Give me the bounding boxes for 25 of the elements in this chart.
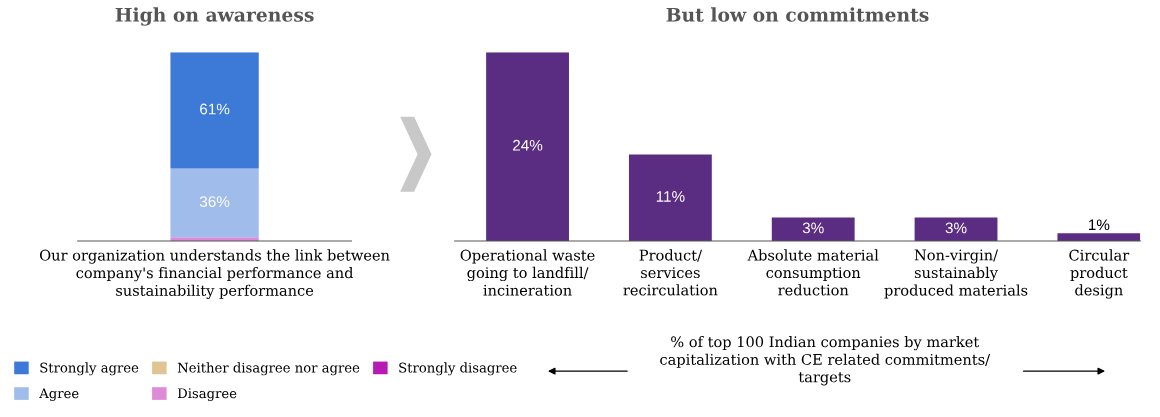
data-label: 24% <box>513 139 543 151</box>
bar <box>486 52 569 242</box>
data-label: 36% <box>199 196 230 207</box>
legend-label: Strongly agree <box>40 362 139 376</box>
data-label: 3% <box>945 222 967 234</box>
x-tick-label: Operational waste going to landfill/ incineration <box>460 249 595 296</box>
text: % of top 100 Indian companies by market capitalization with CE related commitments/ targets <box>660 336 991 386</box>
legend-label: Neither disagree nor agree <box>177 362 360 376</box>
chart-title: But low on commitments <box>666 7 929 22</box>
x-tick-label: Product/ services recirculation <box>623 249 718 296</box>
data-label: 11% <box>656 191 685 202</box>
x-tick-label: Non-virgin/ sustainably produced materials <box>884 249 1028 299</box>
x-tick-label: Absolute material consumption reduction <box>747 249 879 296</box>
legend-label: Disagree <box>177 388 237 401</box>
x-tick-label: Our organization understands the link between company's financial performance and sustainability performance <box>40 249 390 299</box>
legend-label: Strongly disagree <box>399 362 517 376</box>
data-label: 3% <box>802 222 824 234</box>
bar <box>771 217 855 242</box>
x-tick-label: Circular product design <box>1069 249 1130 299</box>
chart-title: High on awareness <box>115 7 314 26</box>
bar <box>914 217 998 242</box>
data-label: 61% <box>200 103 230 115</box>
legend-label: Agree <box>39 388 79 401</box>
data-label: 1% <box>1088 219 1110 231</box>
bar <box>628 154 712 242</box>
